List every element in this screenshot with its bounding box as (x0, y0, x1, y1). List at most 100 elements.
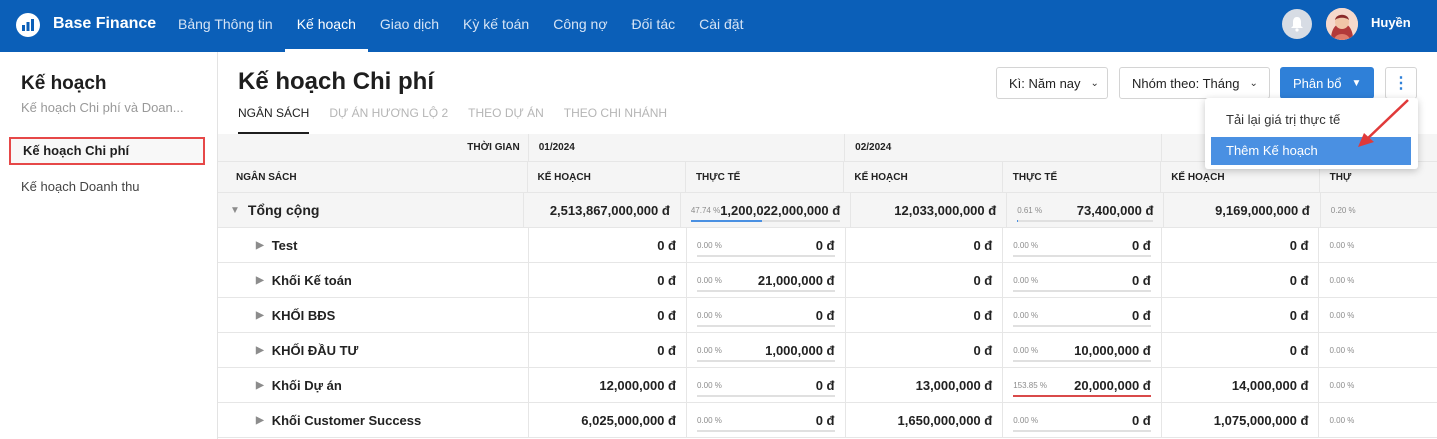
actual-cell[interactable]: 0.00 % (1319, 333, 1437, 367)
plan-cell[interactable]: 0 đ (1162, 263, 1320, 297)
row-name-cell[interactable]: ▶ Test (218, 228, 530, 262)
caret-right-icon[interactable]: ▶ (256, 309, 264, 321)
actions-dropdown-menu: Tải lại giá trị thực tế Thêm Kế hoạch (1205, 98, 1418, 169)
actual-cell[interactable]: 0.00 % (1319, 368, 1437, 402)
row-name: Khối Kế toán (271, 272, 352, 288)
plan-cell[interactable]: 0 đ (1162, 298, 1320, 332)
plan-cell[interactable]: 12,033,000,000 đ (851, 193, 1008, 227)
plan-cell[interactable]: 12,000,000 đ (529, 368, 687, 402)
plan-cell[interactable]: 2,513,867,000,000 đ (524, 193, 681, 227)
plan-cell[interactable]: 0 đ (846, 228, 1004, 262)
tab-by-project[interactable]: THEO DỰ ÁN (468, 106, 544, 120)
nav-item-plan[interactable]: Kế hoạch (284, 0, 368, 52)
actual-cell[interactable]: 0.61 % 73,400,000 đ (1007, 193, 1165, 227)
actual-cell[interactable]: 0.00 % 1,000,000 đ (687, 333, 846, 367)
actual-cell[interactable]: 0.00 % (1319, 298, 1437, 332)
user-name[interactable]: Huyền (1371, 15, 1411, 30)
actual-cell[interactable]: 0.00 % 0 đ (1003, 263, 1162, 297)
actual-cell[interactable]: 0.00 % 0 đ (687, 298, 846, 332)
nav-item-debts[interactable]: Công nợ (553, 16, 608, 32)
nav-item-accounting-period[interactable]: Kỳ kế toán (463, 16, 530, 32)
tab-by-branch[interactable]: THEO CHI NHÁNH (563, 106, 668, 120)
plan-cell[interactable]: 1,650,000,000 đ (846, 403, 1004, 437)
actual-cell[interactable]: 47.74 % 1,200,022,000,000 đ (681, 193, 851, 227)
bell-icon[interactable] (1282, 9, 1312, 39)
plan-cell[interactable]: 13,000,000 đ (846, 368, 1004, 402)
caret-right-icon[interactable]: ▶ (256, 414, 264, 426)
table-row[interactable]: ▶ Khối Customer Success 6,025,000,000 đ 0.0… (218, 403, 1437, 438)
caret-right-icon[interactable]: ▶ (256, 274, 264, 286)
nav-item-dashboard[interactable]: Bảng Thông tin (178, 16, 273, 32)
plan-cell[interactable]: 0 đ (529, 298, 687, 332)
column-header-plan: KẾ HOẠCH (1161, 162, 1320, 192)
progress-bar (1013, 395, 1151, 397)
caret-right-icon[interactable]: ▶ (256, 379, 264, 391)
table-row[interactable]: ▶ Test 0 đ 0.00 % 0 đ 0 đ 0.00 % 0 đ 0 đ 0.00 % (218, 228, 1437, 263)
group-by-select[interactable]: Nhóm theo: Tháng ⌄ (1119, 67, 1270, 99)
actual-value: 0 đ (1131, 412, 1151, 428)
row-name-cell[interactable]: ▶ Khối Customer Success (218, 403, 530, 437)
avatar[interactable] (1326, 8, 1358, 40)
actual-cell[interactable]: 0.00 % (1319, 263, 1437, 297)
row-name-cell[interactable]: ▶ KHỐI ĐẦU TƯ (218, 333, 530, 367)
plan-cell[interactable]: 0 đ (529, 333, 687, 367)
column-header-plan: KẾ HOẠCH (844, 162, 1003, 192)
row-name: Khối Customer Success (271, 412, 422, 428)
caret-right-icon[interactable]: ▶ (256, 344, 264, 356)
plan-cell[interactable]: 0 đ (1162, 333, 1320, 367)
nav-item-partners[interactable]: Đối tác (631, 16, 676, 32)
tab-project-huong-lo-2[interactable]: DỰ ÁN HƯƠNG LỘ 2 (329, 106, 449, 120)
brand-name[interactable]: Base Finance (53, 15, 157, 32)
row-name-cell[interactable]: ▶ Khối Kế toán (218, 263, 530, 297)
more-vertical-icon[interactable]: ⋮ (1385, 67, 1417, 99)
actual-cell[interactable]: 0.00 % 0 đ (1003, 228, 1162, 262)
table-row[interactable]: ▶ Khối Dự án 12,000,000 đ 0.00 % 0 đ 13,000,0… (218, 368, 1437, 403)
nav-item-transactions[interactable]: Giao dịch (379, 16, 440, 32)
plan-cell[interactable]: 6,025,000,000 đ (529, 403, 687, 437)
actual-cell[interactable]: 0.00 % 0 đ (1003, 298, 1162, 332)
progress-bar (696, 325, 835, 327)
progress-bar (690, 220, 840, 222)
actual-cell[interactable]: 0.00 % (1319, 228, 1437, 262)
actual-percent: 0.00 % (696, 240, 722, 250)
tab-budget[interactable]: NGÂN SÁCH (238, 102, 310, 134)
progress-bar-fill (1017, 220, 1019, 222)
actual-percent: 0.00 % (696, 415, 722, 425)
plan-cell[interactable]: 0 đ (529, 228, 687, 262)
table-row[interactable]: ▶ KHỐI ĐẦU TƯ 0 đ 0.00 % 1,000,000 đ 0 đ 0.00 … (218, 333, 1437, 368)
actual-cell[interactable]: 0.00 % 0 đ (1003, 403, 1162, 437)
actual-cell[interactable]: 0.00 % 10,000,000 đ (1003, 333, 1162, 367)
sidebar-item-revenue-plan[interactable]: Kế hoạch Doanh thu (21, 179, 140, 194)
actual-cell-content: 0.00 % 0 đ (1013, 304, 1151, 327)
plan-cell[interactable]: 0 đ (529, 263, 687, 297)
actual-cell[interactable]: 153.85 % 20,000,000 đ (1003, 368, 1162, 402)
table-row[interactable]: ▼ Tổng cộng 2,513,867,000,000 đ 47.74 % 1,20… (218, 193, 1437, 228)
plan-cell[interactable]: 0 đ (846, 263, 1004, 297)
caret-right-icon[interactable]: ▶ (256, 239, 264, 251)
plan-cell[interactable]: 14,000,000 đ (1162, 368, 1320, 402)
caret-down-icon[interactable]: ▼ (230, 204, 240, 216)
nav-item-settings[interactable]: Cài đặt (699, 16, 744, 32)
row-name-cell[interactable]: ▶ Khối Dự án (218, 368, 530, 402)
actual-cell[interactable]: 0.00 % 0 đ (687, 403, 846, 437)
actual-cell[interactable]: 0.00 % 21,000,000 đ (687, 263, 846, 297)
actual-cell[interactable]: 0.20 % (1321, 193, 1437, 227)
actual-cell[interactable]: 0.00 % 0 đ (687, 228, 846, 262)
period-select[interactable]: Kì: Năm nay ⌄ (996, 67, 1108, 99)
menu-item-add-plan[interactable]: Thêm Kế hoạch (1211, 137, 1411, 165)
actual-cell[interactable]: 0.00 % (1319, 403, 1437, 437)
actual-cell[interactable]: 0.00 % 0 đ (687, 368, 846, 402)
plan-cell[interactable]: 0 đ (846, 298, 1004, 332)
row-name-cell[interactable]: ▶ KHỐI BĐS (218, 298, 530, 332)
plan-cell[interactable]: 9,169,000,000 đ (1164, 193, 1321, 227)
plan-cell[interactable]: 0 đ (846, 333, 1004, 367)
plan-cell[interactable]: 1,075,000,000 đ (1162, 403, 1320, 437)
row-name: KHỐI BĐS (271, 307, 336, 323)
menu-item-reload-actual[interactable]: Tải lại giá trị thực tế (1226, 112, 1341, 127)
app-logo-icon[interactable] (16, 13, 40, 37)
sidebar-item-expense-plan[interactable]: Kế hoạch Chi phí (9, 137, 205, 165)
plan-cell[interactable]: 0 đ (1162, 228, 1320, 262)
row-name-cell[interactable]: ▼ Tổng cộng (218, 193, 525, 227)
